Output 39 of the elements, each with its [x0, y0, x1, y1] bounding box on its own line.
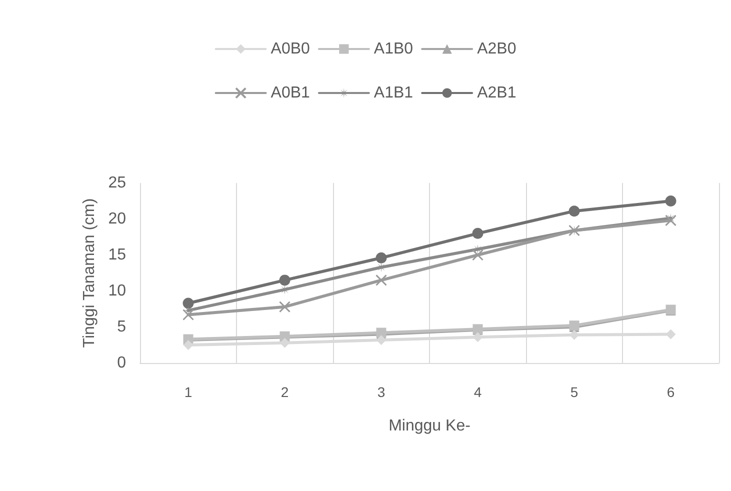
x-tick-label: 5 [570, 384, 578, 400]
point [376, 262, 386, 272]
point [376, 274, 387, 286]
point [376, 334, 386, 345]
y-tick-label: 10 [108, 282, 126, 300]
y-tick-label: 0 [117, 354, 126, 372]
legend-label: A1B1 [374, 84, 414, 102]
point [569, 330, 580, 340]
point [182, 298, 194, 309]
point [279, 274, 290, 286]
point [182, 309, 194, 321]
y-tick-label: 25 [108, 174, 126, 192]
y-tick-label: 15 [108, 246, 126, 264]
point [472, 228, 484, 239]
point [472, 249, 484, 261]
y-tick-label: 5 [117, 318, 126, 336]
x-tick-label: 6 [666, 384, 675, 400]
x-tick-label: 2 [280, 384, 289, 400]
y-axis-title: Tinggi Tanaman (cm) [80, 198, 98, 348]
legend-label: A2B1 [477, 84, 516, 102]
y-tick-label: 20 [108, 210, 126, 228]
x-tick-label: 3 [377, 384, 386, 400]
point [472, 332, 483, 342]
legend-label: A0B0 [270, 40, 310, 58]
legend-label: A2B0 [477, 40, 516, 58]
point [472, 244, 483, 254]
legend-label: A0B1 [270, 84, 310, 102]
point [665, 196, 676, 206]
point [666, 329, 676, 340]
x-tick-label: 4 [474, 384, 482, 400]
x-axis-title: Minggu Ke- [388, 418, 470, 434]
point [279, 301, 290, 313]
point [280, 338, 290, 348]
point [665, 214, 676, 226]
point [280, 284, 290, 295]
point [376, 252, 387, 264]
point [568, 206, 580, 217]
legend-label: A1B0 [374, 40, 414, 58]
x-tick-label: 1 [184, 384, 192, 400]
